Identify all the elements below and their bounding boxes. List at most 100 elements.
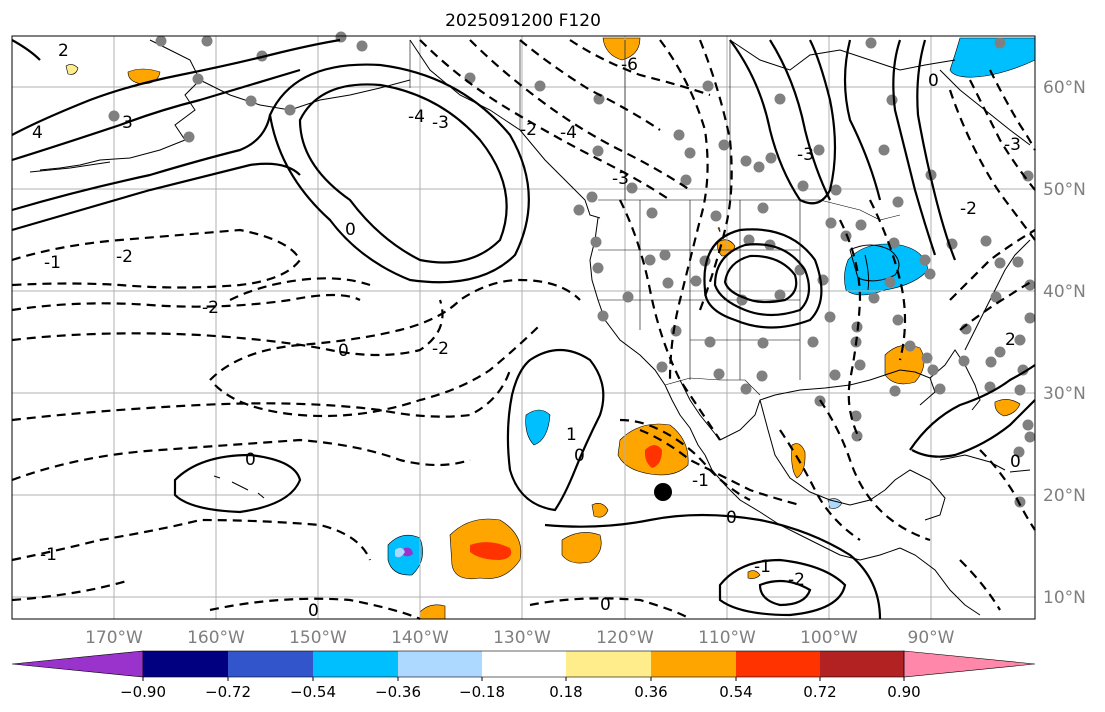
contour-label: -1 xyxy=(44,253,61,273)
station-marker xyxy=(774,289,786,301)
station-marker xyxy=(108,110,120,122)
colorbar-segment xyxy=(143,651,228,677)
contour-label: -1 xyxy=(754,557,771,577)
station-marker xyxy=(774,93,786,105)
station-marker xyxy=(934,383,946,395)
shade-orange-canada-top xyxy=(602,37,641,61)
alaska-south-coast xyxy=(199,79,411,111)
station-marker xyxy=(680,174,692,186)
station-marker xyxy=(851,430,863,442)
station-marker xyxy=(984,381,996,393)
station-marker xyxy=(854,359,866,371)
station-marker xyxy=(889,385,901,397)
contour-labels: 2 4 3 -1 -2 -2 0 -4 -3 -2 -4 -6 -3 -3 0 … xyxy=(32,41,1021,621)
station-marker xyxy=(573,204,585,216)
station-marker xyxy=(1024,431,1036,443)
station-marker xyxy=(1014,384,1026,396)
lat-label: 40°N xyxy=(1043,282,1086,302)
station-marker xyxy=(590,236,602,248)
contour-label: -3 xyxy=(1004,135,1021,155)
station-marker xyxy=(756,370,768,382)
contour-label: 1 xyxy=(566,425,577,445)
contour-label: -4 xyxy=(408,107,425,127)
colorbar-tick-label: −0.36 xyxy=(375,683,421,701)
station-marker xyxy=(597,310,609,322)
great-lakes xyxy=(849,244,900,282)
station-marker xyxy=(704,336,716,348)
colorbar-tick-label: −0.72 xyxy=(205,683,251,701)
contour-label: -2 xyxy=(432,339,449,359)
contour-label: -3 xyxy=(797,145,814,165)
station-marker xyxy=(924,268,936,280)
station-marker xyxy=(825,217,837,229)
station-marker xyxy=(807,336,819,348)
station-marker xyxy=(830,184,842,196)
station-marker xyxy=(888,237,900,249)
station-marker xyxy=(656,361,668,373)
colorbar-low-extension xyxy=(11,650,144,678)
station-marker xyxy=(855,219,867,231)
mexico-gulf xyxy=(759,399,886,506)
contour-label: -2 xyxy=(960,199,977,219)
station-marker xyxy=(757,202,769,214)
hawaii-2 xyxy=(231,481,249,491)
contour-label: -3 xyxy=(432,113,449,133)
contour-label: -2 xyxy=(788,570,805,590)
lat-label: 10°N xyxy=(1043,588,1086,608)
colorbar-tick-label: −0.90 xyxy=(120,683,166,701)
contour-label: -2 xyxy=(520,120,537,140)
station-marker xyxy=(927,364,939,376)
shade-orange-pacific-3 xyxy=(591,503,609,518)
station-marker xyxy=(245,95,257,107)
colorbar-tick-label: 0.36 xyxy=(634,683,667,701)
station-marker xyxy=(673,129,685,141)
lat-label: 60°N xyxy=(1043,78,1086,98)
station-marker xyxy=(201,35,213,47)
contour-label: 0 xyxy=(726,508,737,528)
lat-label: 50°N xyxy=(1043,180,1086,200)
shade-orange-pacific-2 xyxy=(561,532,602,564)
lat-label: 20°N xyxy=(1043,486,1086,506)
contour-label: -2 xyxy=(116,247,133,267)
station-marker xyxy=(886,94,898,106)
station-marker xyxy=(690,275,702,287)
lon-label: 140°W xyxy=(391,628,449,648)
us-mexico-border xyxy=(664,377,761,396)
station-marker xyxy=(813,144,825,156)
colorbar: −0.90 −0.72 −0.54 −0.36 −0.18 0.18 0.36 … xyxy=(11,650,1036,701)
station-marker xyxy=(710,210,722,222)
station-marker xyxy=(662,277,674,289)
hawaii-3 xyxy=(257,492,265,499)
contour-label: 0 xyxy=(574,446,585,466)
station-marker xyxy=(1024,312,1036,324)
us-west-coast xyxy=(589,217,666,386)
station-marker xyxy=(765,152,777,164)
shade-yellow-alaska xyxy=(65,64,79,75)
shade-light-blue-pacific-2 xyxy=(395,547,405,558)
lake-michigan xyxy=(864,254,870,291)
station-marker xyxy=(958,355,970,367)
station-marker xyxy=(534,80,546,92)
station-marker xyxy=(670,325,682,337)
colorbar-segment xyxy=(566,651,651,677)
contour-label: -2 xyxy=(202,298,219,318)
colorbar-tick-label: 0.90 xyxy=(887,683,920,701)
baja-east xyxy=(679,379,721,441)
contour-label: -4 xyxy=(560,123,577,143)
station-marker xyxy=(713,368,725,380)
shade-blue-canada-ne xyxy=(949,37,1036,78)
shade-orange-bottom xyxy=(419,604,446,620)
baja xyxy=(664,384,706,456)
shade-blue-pacific-1 xyxy=(525,409,551,446)
lon-label: 90°W xyxy=(908,628,955,648)
lon-label: 120°W xyxy=(596,628,654,648)
station-marker xyxy=(921,352,933,364)
lon-label: 150°W xyxy=(289,628,347,648)
station-marker xyxy=(626,182,638,194)
shaded-regions xyxy=(65,37,1036,620)
hispaniola xyxy=(1009,469,1031,473)
east-coast xyxy=(964,239,1031,351)
colorbar-segment xyxy=(736,651,820,677)
colorbar-tick-label: −0.54 xyxy=(290,683,336,701)
